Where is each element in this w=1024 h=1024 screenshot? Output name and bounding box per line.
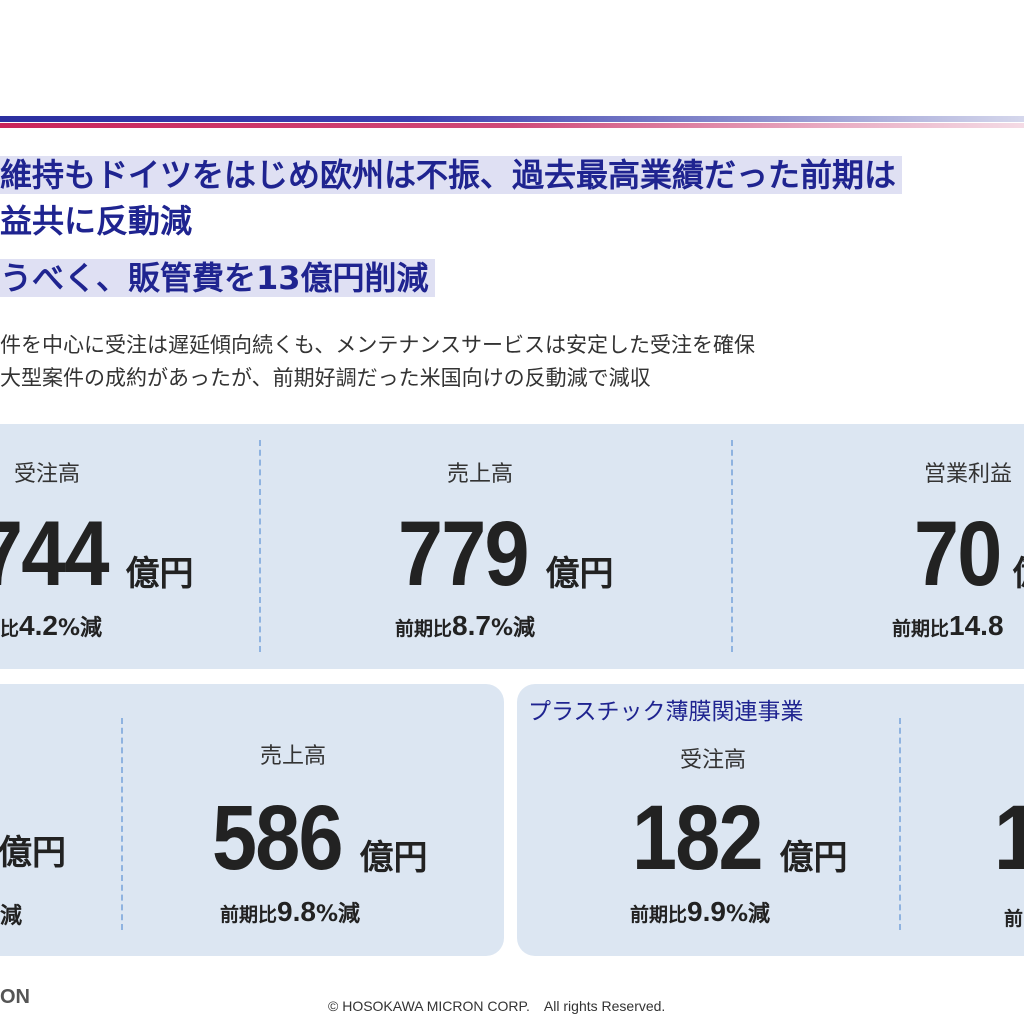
operating-profit-change: 前期比14.8 [892, 610, 1004, 642]
sales-change-prefix: 前期比 [395, 618, 453, 640]
segment-right-orders-unit: 億円 [779, 838, 848, 878]
segment-right-metric2-change-prefix: 前 [1004, 908, 1024, 930]
segment-left-sales-change-suffix: %減 [315, 902, 360, 927]
segment-right-divider [899, 718, 901, 930]
segment-left-metric1-change-suffix: 減 [0, 904, 23, 929]
segment-left-sales-change: 前期比9.8%減 [220, 896, 360, 928]
sales-change-suffix: %減 [490, 616, 535, 641]
segment-right-orders-value: 182 億円 [632, 792, 848, 884]
segment-right-metric2-change: 前 [1004, 904, 1023, 931]
operating-profit-unit: 億 [1012, 554, 1024, 594]
segment-panel-right [517, 684, 1024, 956]
segment-right-orders-change: 前期比9.9%減 [630, 896, 770, 928]
segment-right-orders-change-value: 9.9 [687, 896, 726, 927]
segment-left-sales-number: 586 [212, 787, 344, 889]
headline-1: 維持もドイツをはじめ欧州は不振、過去最高業績だった前期は [0, 155, 903, 195]
segment-right-orders-change-suffix: %減 [725, 902, 770, 927]
segment-right-orders-change-prefix: 前期比 [630, 904, 688, 926]
orders-number: 744 [0, 503, 110, 605]
orders-change: 前期比4.2%減 [0, 610, 102, 642]
segment-right-orders-number: 182 [632, 787, 764, 889]
sales-label: 売上高 [447, 462, 514, 487]
operating-profit-label: 営業利益 [924, 462, 1013, 487]
segment-left-sales-label: 売上高 [260, 744, 327, 769]
summary-divider-1 [259, 440, 261, 652]
header-rule-blue [0, 116, 1024, 122]
summary-panel [0, 424, 1024, 669]
segment-right-metric2-number: 1 [994, 792, 1024, 884]
operating-profit-change-prefix: 前期比 [892, 618, 950, 640]
sales-number: 779 [398, 503, 530, 605]
orders-change-value: 4.2 [19, 610, 58, 641]
segment-title-plastic-film: プラスチック薄膜関連事業 [528, 699, 804, 725]
orders-label: 受注高 [14, 462, 81, 487]
orders-unit: 億円 [125, 554, 194, 594]
headline-3: うべく、販管費を13億円削減 [0, 258, 435, 298]
sales-change-value: 8.7 [452, 610, 491, 641]
segment-left-sales-unit: 億円 [359, 838, 428, 878]
operating-profit-number: 70 [914, 503, 1002, 605]
headline-2: 益共に反動減 [0, 201, 192, 241]
body-line-1: 件を中心に受注は遅延傾向続くも、メンテナンスサービスは安定した受注を確保 [0, 333, 755, 357]
sales-value: 779 億円 [398, 508, 614, 600]
sales-change: 前期比8.7%減 [395, 610, 535, 642]
orders-change-prefix: 前期比 [0, 618, 20, 640]
headline-2-text: 益共に反動減 [0, 202, 193, 240]
company-logo: ON [0, 986, 30, 1008]
segment-left-divider [121, 718, 123, 930]
header-rule-red [0, 123, 1024, 128]
copyright-text: © HOSOKAWA MICRON CORP. All rights Reser… [328, 998, 666, 1014]
summary-divider-2 [731, 440, 733, 652]
operating-profit-change-value: 14.8 [949, 610, 1004, 641]
segment-left-metric1-unit: 億円 [0, 833, 66, 873]
segment-panel-left [0, 684, 504, 956]
orders-change-suffix: %減 [57, 616, 102, 641]
segment-left-metric1-value: 億円 [0, 836, 66, 870]
header-rule [0, 116, 1024, 130]
segment-right-orders-label: 受注高 [680, 748, 747, 773]
segment-right-metric2-value: 1 [994, 792, 1024, 884]
segment-left-metric1-change: 減 [0, 898, 22, 930]
headline-3-text: うべく、販管費を13億円削減 [0, 259, 435, 297]
segment-left-sales-change-value: 9.8 [277, 896, 316, 927]
operating-profit-value: 70億 [914, 508, 1024, 600]
headline-1-text: 維持もドイツをはじめ欧州は不振、過去最高業績だった前期は [0, 156, 903, 194]
sales-unit: 億円 [545, 554, 614, 594]
segment-left-sales-change-prefix: 前期比 [220, 904, 278, 926]
orders-value: 744億円 [0, 508, 194, 600]
body-line-2: 大型案件の成約があったが、前期好調だった米国向けの反動減で減収 [0, 366, 651, 390]
segment-left-sales-value: 586 億円 [212, 792, 428, 884]
